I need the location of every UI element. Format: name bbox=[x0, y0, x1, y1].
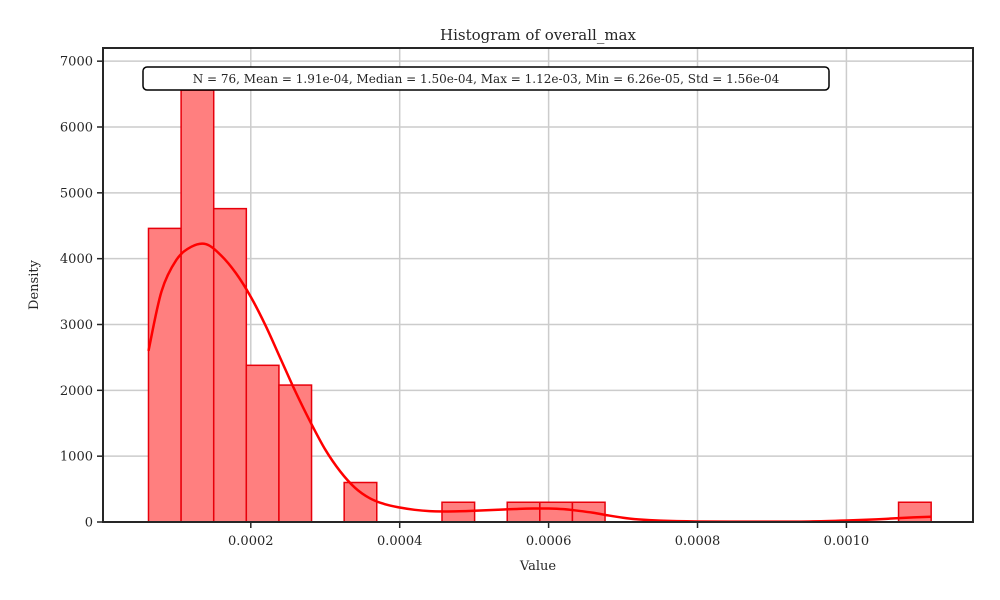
y-tick-label-3: 3000 bbox=[60, 318, 93, 333]
stats-box-frame bbox=[142, 66, 830, 91]
y-tick-label-0: 0 bbox=[85, 516, 93, 531]
stats-annotation: N = 76, Mean = 1.91e-04, Median = 1.50e-… bbox=[142, 66, 830, 91]
x-tick-label-4: 0.0010 bbox=[824, 534, 870, 549]
y-tick-label-2: 2000 bbox=[60, 384, 93, 399]
y-tick-label-4: 4000 bbox=[60, 252, 93, 267]
histogram-bar-12 bbox=[539, 501, 574, 523]
x-axis-ticks: 0.0002 0.0004 0.0006 0.0008 0.0010 bbox=[228, 522, 869, 549]
histogram-bar-0 bbox=[147, 227, 182, 523]
histogram-bar-2 bbox=[212, 207, 248, 523]
y-tick-label-5: 5000 bbox=[60, 186, 93, 201]
x-tick-label-3: 0.0008 bbox=[675, 534, 721, 549]
y-tick-label-7: 7000 bbox=[60, 55, 93, 70]
x-axis-title: Value bbox=[519, 559, 556, 574]
histogram-bar-6 bbox=[343, 481, 378, 523]
plot-frame bbox=[102, 47, 974, 523]
histogram-bar-3 bbox=[245, 364, 280, 523]
chart-title: Histogram of overall_max bbox=[440, 26, 636, 44]
stats-text: N = 76, Mean = 1.91e-04, Median = 1.50e-… bbox=[193, 72, 780, 86]
y-tick-label-1: 1000 bbox=[60, 450, 93, 465]
y-axis-title: Density bbox=[27, 259, 42, 310]
x-tick-label-2: 0.0006 bbox=[526, 534, 572, 549]
y-axis-ticks: 0 1000 2000 3000 4000 5000 6000 7000 bbox=[60, 55, 103, 531]
histogram-bars bbox=[147, 89, 932, 523]
histogram-bar-1 bbox=[180, 89, 215, 523]
x-tick-label-1: 0.0004 bbox=[377, 534, 423, 549]
x-tick-label-0: 0.0002 bbox=[228, 534, 274, 549]
histogram-bar-4 bbox=[278, 384, 313, 523]
y-tick-label-6: 6000 bbox=[60, 121, 93, 136]
histogram-bar-11 bbox=[506, 501, 541, 523]
